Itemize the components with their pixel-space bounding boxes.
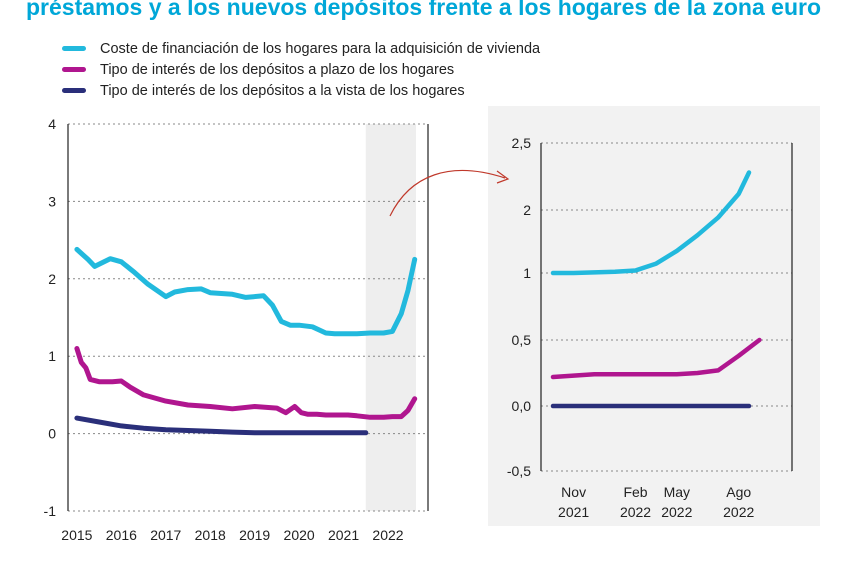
y-tick-label: 0,0 xyxy=(512,398,532,414)
x-tick-label: 2017 xyxy=(150,527,181,543)
legend-item-term-deposits: Tipo de interés de los depósitos a plazo… xyxy=(62,59,540,80)
zoom-panel-background xyxy=(488,106,820,526)
x-tick-label: 2020 xyxy=(284,527,315,543)
x-tick-label: 2019 xyxy=(239,527,270,543)
y-tick-label: -0,5 xyxy=(507,463,531,479)
legend-label: Tipo de interés de los depósitos a la vi… xyxy=(100,82,465,99)
legend-item-overnight-deposits: Tipo de interés de los depósitos a la vi… xyxy=(62,80,540,101)
series-line-1 xyxy=(550,337,762,380)
x-tick-label: 2018 xyxy=(195,527,226,543)
chart-title: préstamos y a los nuevos depósitos frent… xyxy=(25,0,821,20)
y-tick-label: 1 xyxy=(523,265,531,281)
legend-swatch-magenta xyxy=(62,67,86,72)
y-tick-label: 0,5 xyxy=(512,332,532,348)
x-tick-label: Ago xyxy=(726,484,751,500)
x-tick-label: 2022 xyxy=(661,504,692,520)
x-tick-label: 2021 xyxy=(558,504,589,520)
series-line-0 xyxy=(74,246,418,337)
y-tick-label: 2 xyxy=(523,202,531,218)
x-tick-label: 2022 xyxy=(372,527,403,543)
x-tick-label: Nov xyxy=(561,484,586,500)
x-tick-label: Feb xyxy=(623,484,647,500)
legend-label: Coste de financiación de los hogares par… xyxy=(100,40,541,57)
arrow-curve xyxy=(389,169,506,217)
x-tick-label: 2022 xyxy=(620,504,651,520)
shaded-region xyxy=(365,124,416,511)
legend-swatch-cyan xyxy=(62,46,86,51)
x-tick-label: 2015 xyxy=(61,527,92,543)
x-tick-label: 2021 xyxy=(328,527,359,543)
series-line-0 xyxy=(550,170,752,276)
y-tick-label: 4 xyxy=(48,116,56,132)
legend-label: Tipo de interés de los depósitos a plazo… xyxy=(100,61,455,78)
x-tick-label: 2016 xyxy=(106,527,137,543)
y-tick-label: 2 xyxy=(48,271,56,287)
series-line-1 xyxy=(74,346,418,420)
y-tick-label: 1 xyxy=(48,348,56,364)
legend-swatch-navy xyxy=(62,88,86,93)
x-tick-label: May xyxy=(664,484,690,500)
series-line-2 xyxy=(74,415,369,436)
x-tick-label: 2022 xyxy=(723,504,754,520)
y-tick-label: 0 xyxy=(48,426,56,442)
y-tick-label: 2,5 xyxy=(512,135,532,151)
arrow-head xyxy=(496,170,510,184)
legend-item-housing-cost: Coste de financiación de los hogares par… xyxy=(62,38,540,59)
zoom-arrow xyxy=(389,169,510,217)
legend: Coste de financiación de los hogares par… xyxy=(62,38,540,101)
y-tick-label: -1 xyxy=(44,503,57,519)
y-tick-label: 3 xyxy=(48,193,56,209)
zoom-chart: 2,5 2 1 0,5 0,0 -0,5 Nov 2021 Feb 2022 May 2022 Ago 2… xyxy=(507,135,793,520)
